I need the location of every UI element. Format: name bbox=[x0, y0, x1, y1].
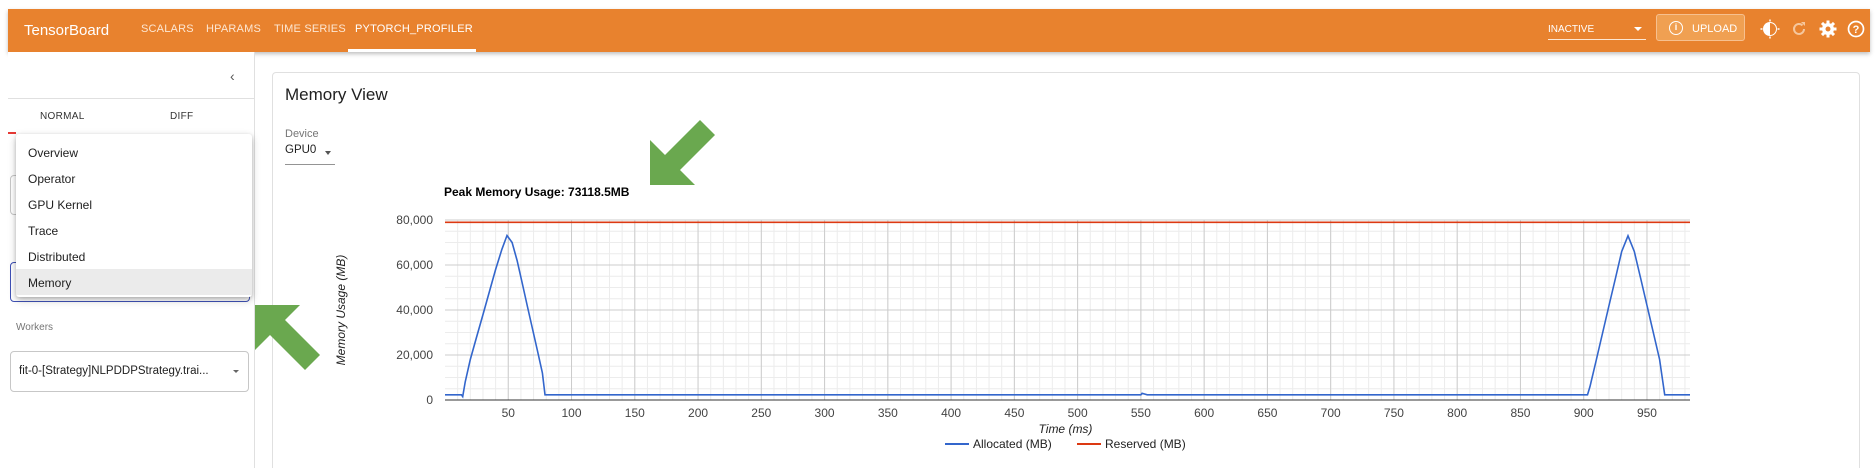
x-tick-label: 400 bbox=[941, 406, 961, 420]
y-tick-label: 80,000 bbox=[396, 213, 433, 227]
page-title: Memory View bbox=[285, 85, 388, 104]
x-axis-title: Time (ms) bbox=[1039, 422, 1093, 436]
x-tick-label: 200 bbox=[688, 406, 708, 420]
x-tick-label: 500 bbox=[1068, 406, 1088, 420]
device-select-value: GPU0 bbox=[285, 144, 317, 156]
workers-label: Workers bbox=[16, 322, 54, 333]
tab-hparams[interactable]: HPARAMS bbox=[206, 23, 261, 35]
tab-scalars[interactable]: SCALARS bbox=[141, 23, 194, 35]
y-tick-label: 40,000 bbox=[396, 303, 433, 317]
upload-button-label: UPLOAD bbox=[1692, 23, 1738, 35]
views-dropdown-menu: Overview Operator GPU Kernel Trace Distr… bbox=[16, 134, 252, 297]
menu-item-trace[interactable]: Trace bbox=[28, 224, 59, 238]
x-tick-label: 550 bbox=[1131, 406, 1151, 420]
x-tick-label: 100 bbox=[562, 406, 582, 420]
tab-normal[interactable]: NORMAL bbox=[40, 111, 85, 122]
chart-legend: Allocated (MB) Reserved (MB) bbox=[945, 437, 1186, 451]
chart-series bbox=[445, 221, 1690, 399]
x-tick-label: 850 bbox=[1510, 406, 1530, 420]
chevron-down-icon bbox=[233, 370, 239, 373]
menu-item-memory[interactable]: Memory bbox=[16, 269, 252, 295]
series-line-allocated bbox=[445, 233, 1690, 399]
x-tick-label: 750 bbox=[1384, 406, 1404, 420]
upload-button[interactable]: i UPLOAD bbox=[1656, 14, 1745, 41]
app-title[interactable]: TensorBoard bbox=[24, 22, 110, 39]
active-mode-indicator bbox=[8, 132, 16, 134]
x-tick-label: 900 bbox=[1574, 406, 1594, 420]
settings-icon[interactable] bbox=[1818, 19, 1838, 39]
legend-label: Allocated (MB) bbox=[973, 437, 1052, 451]
x-tick-label: 250 bbox=[751, 406, 771, 420]
memory-view-card: Memory View Device GPU0 bbox=[272, 72, 1860, 468]
refresh-icon[interactable] bbox=[1789, 19, 1809, 39]
x-tick-label: 300 bbox=[815, 406, 835, 420]
x-tick-label: 350 bbox=[878, 406, 898, 420]
menu-item-distributed[interactable]: Distributed bbox=[28, 250, 86, 264]
y-tick-label: 60,000 bbox=[396, 258, 433, 272]
top-app-bar: TensorBoard SCALARS HPARAMS TIME SERIES … bbox=[8, 9, 1870, 52]
menu-item-gpu-kernel[interactable]: GPU Kernel bbox=[28, 198, 93, 212]
chart-grid bbox=[445, 219, 1690, 401]
chart-title: Peak Memory Usage: 73118.5MB bbox=[444, 185, 630, 199]
x-tick-label: 50 bbox=[502, 406, 516, 420]
workers-select[interactable]: fit-0-[Strategy]NLPDDPStrategy.trai... bbox=[10, 351, 249, 392]
legend-label: Reserved (MB) bbox=[1105, 437, 1186, 451]
sidebar-divider bbox=[8, 98, 255, 99]
menu-item-operator[interactable]: Operator bbox=[28, 172, 76, 186]
x-tick-label: 450 bbox=[1004, 406, 1024, 420]
tab-diff[interactable]: DIFF bbox=[170, 111, 194, 122]
run-status-value: INACTIVE bbox=[1548, 24, 1595, 35]
x-tick-label: 150 bbox=[625, 406, 645, 420]
help-icon[interactable]: ? bbox=[1846, 19, 1866, 39]
menu-item-overview[interactable]: Overview bbox=[28, 146, 79, 160]
info-icon: i bbox=[1669, 21, 1683, 35]
x-tick-label: 700 bbox=[1321, 406, 1341, 420]
active-tab-indicator bbox=[348, 49, 476, 52]
run-status-select[interactable]: INACTIVE bbox=[1548, 18, 1646, 40]
tab-pytorch-profiler[interactable]: PYTORCH_PROFILER bbox=[355, 23, 473, 35]
y-axis-title: Memory Usage (MB) bbox=[334, 255, 348, 366]
device-select[interactable]: GPU0 bbox=[285, 144, 335, 165]
x-tick-label: 950 bbox=[1637, 406, 1657, 420]
chevron-down-icon bbox=[1634, 27, 1642, 31]
annotation-arrow-icon bbox=[650, 120, 715, 185]
x-tick-label: 650 bbox=[1257, 406, 1277, 420]
device-label: Device bbox=[285, 128, 319, 140]
chart-axes: 50 100 150 200 250 300 350 400 450 500 550 600 650 70… bbox=[334, 213, 1690, 436]
svg-text:?: ? bbox=[1853, 24, 1860, 36]
chevron-left-icon[interactable]: ‹ bbox=[230, 68, 235, 84]
x-tick-label: 600 bbox=[1194, 406, 1214, 420]
chevron-down-icon bbox=[325, 151, 331, 155]
y-tick-label: 0 bbox=[426, 393, 433, 407]
tab-time-series[interactable]: TIME SERIES bbox=[274, 23, 346, 35]
y-tick-label: 20,000 bbox=[396, 348, 433, 362]
annotation-arrow-icon bbox=[255, 305, 320, 370]
theme-icon[interactable] bbox=[1760, 19, 1780, 39]
x-tick-label: 800 bbox=[1447, 406, 1467, 420]
